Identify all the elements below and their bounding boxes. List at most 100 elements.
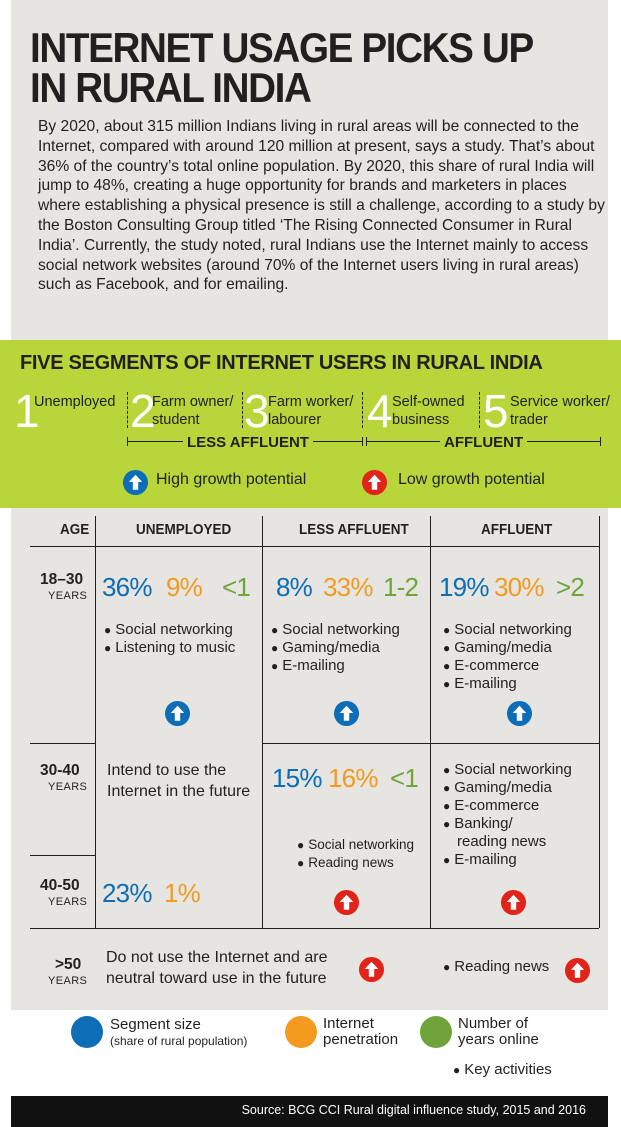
less-affluent-18-30-activities: Social networking Gaming/media E-mailing [271, 621, 400, 675]
list-item: Key activities [453, 1061, 552, 1079]
up-arrow-icon [506, 700, 533, 727]
unemployed-header: UNEMPLOYED [136, 521, 232, 538]
less-affluent-30-40-segment-size: 15% [272, 763, 322, 793]
bracket-end [362, 437, 363, 446]
grid-line [30, 743, 95, 744]
affluent-header: AFFLUENT [481, 521, 553, 538]
less-affluent-30-40-activities: Social networking Reading news [297, 836, 414, 872]
age-over-50: >50 [55, 956, 82, 973]
affluent-over-50-activities: Reading news [443, 958, 549, 976]
segment-number-5: 5 [483, 385, 509, 437]
list-item: E-commerce [443, 797, 572, 815]
high-growth-label: High growth potential [156, 471, 307, 488]
segment-divider [127, 392, 128, 428]
legend-sublabel: (share of rural population) [110, 1034, 248, 1048]
table-panel [11, 508, 608, 1010]
up-arrow-red-icon [358, 956, 385, 983]
age-18-30: 18–30 [40, 571, 84, 588]
unemployed-18-30-penetration: 9% [166, 572, 203, 602]
segment-number-2: 2 [130, 385, 156, 437]
grid-line [262, 743, 599, 744]
list-item: Gaming/media [271, 639, 400, 657]
intro-paragraph: By 2020, about 315 million Indians livin… [38, 118, 605, 294]
segment-divider [242, 392, 243, 428]
grid-line [30, 546, 599, 547]
up-arrow-red-icon [500, 889, 527, 916]
years-label: YEARS [48, 896, 88, 908]
list-item: Gaming/media [443, 779, 572, 797]
list-item: E-commerce [443, 657, 572, 675]
years-online-legend-dot [420, 1016, 452, 1048]
years-label: YEARS [48, 781, 88, 793]
list-item: E-mailing [443, 675, 572, 693]
affluent-18-30-activities: Social networking Gaming/media E-commerc… [443, 621, 572, 693]
age-header: AGE [60, 521, 90, 538]
key-activities-legend: Key activities [453, 1061, 552, 1079]
affluent-18-30-penetration: 30% [494, 572, 544, 602]
up-arrow-icon [164, 700, 191, 727]
segment-size-legend-dot [71, 1016, 103, 1048]
up-arrow-icon [122, 469, 149, 496]
grid-line [430, 516, 431, 928]
list-item-continuation: reading news [457, 833, 547, 850]
legend-label: Number of [458, 1015, 529, 1032]
legend-label: years online [458, 1031, 539, 1048]
list-item: Gaming/media [443, 639, 572, 657]
page-title-line2: IN RURAL INDIA [30, 64, 312, 111]
segment-label-4: Self-owned business [392, 394, 465, 428]
list-item: Reading news [443, 958, 549, 976]
list-item: E-mailing [271, 657, 400, 675]
source-text: Source: BCG CCI Rural digital influence … [241, 1103, 586, 1117]
penetration-legend-dot [285, 1016, 317, 1048]
segment-label-3: Farm worker/ labourer [268, 394, 354, 428]
years-label: YEARS [48, 590, 88, 602]
legend-label: Internet [323, 1015, 374, 1032]
affluent-18-30-years-online: >2 [556, 572, 585, 602]
segment-number-3: 3 [244, 385, 270, 437]
over-50-note: Do not use the Internet and are neutral … [106, 949, 328, 987]
legend-label: Segment size [110, 1016, 201, 1033]
unemployed-40-50-penetration: 1% [164, 878, 201, 908]
intro-panel [11, 0, 608, 340]
list-item: Listening to music [104, 639, 235, 657]
penetration-legend: Internet penetration [323, 1016, 398, 1048]
page-title-line1: INTERNET USAGE PICKS UP [30, 24, 534, 71]
segments-panel [0, 340, 621, 508]
unemployed-18-30-activities: Social networking Listening to music [104, 621, 235, 657]
unemployed-18-30-years-online: <1 [222, 572, 251, 602]
up-arrow-red-icon [564, 957, 591, 984]
list-item: Banking/ [443, 815, 572, 833]
years-label: YEARS [48, 975, 88, 987]
affluent-label: AFFLUENT [440, 434, 528, 451]
low-growth-label: Low growth potential [398, 471, 545, 488]
segment-label-1: Unemployed [34, 394, 116, 410]
source-footer: Source: BCG CCI Rural digital influence … [11, 1096, 608, 1127]
less-affluent-18-30-segment-size: 8% [276, 572, 313, 602]
less-affluent-header: LESS AFFLUENT [299, 521, 409, 538]
list-item: Social networking [104, 621, 235, 639]
grid-line [30, 855, 95, 856]
unemployed-40-50-segment-size: 23% [102, 878, 152, 908]
grid-line [30, 928, 599, 929]
grid-line [599, 516, 600, 928]
list-item: Social networking [297, 836, 414, 854]
segment-number-1: 1 [14, 385, 40, 437]
grid-line [95, 516, 96, 928]
less-affluent-label: LESS AFFLUENT [183, 434, 313, 451]
segments-title: FIVE SEGMENTS OF INTERNET USERS IN RURAL… [20, 352, 543, 374]
segment-size-legend: Segment size (share of rural population) [110, 1017, 247, 1049]
segment-label-2: Farm owner/ student [152, 394, 234, 428]
less-affluent-18-30-years-online: 1-2 [383, 572, 419, 602]
grid-line [262, 516, 263, 928]
list-item: Social networking [271, 621, 400, 639]
list-item: Social networking [443, 621, 572, 639]
segment-divider [362, 392, 363, 428]
list-item: Social networking [443, 761, 572, 779]
segment-label-5: Service worker/ trader [510, 394, 610, 428]
up-arrow-icon [333, 700, 360, 727]
years-online-legend: Number of years online [458, 1016, 539, 1048]
list-item: E-mailing [443, 851, 572, 869]
less-affluent-30-40-years-online: <1 [390, 763, 419, 793]
bracket-end [600, 437, 601, 446]
up-arrow-red-icon [361, 469, 388, 496]
